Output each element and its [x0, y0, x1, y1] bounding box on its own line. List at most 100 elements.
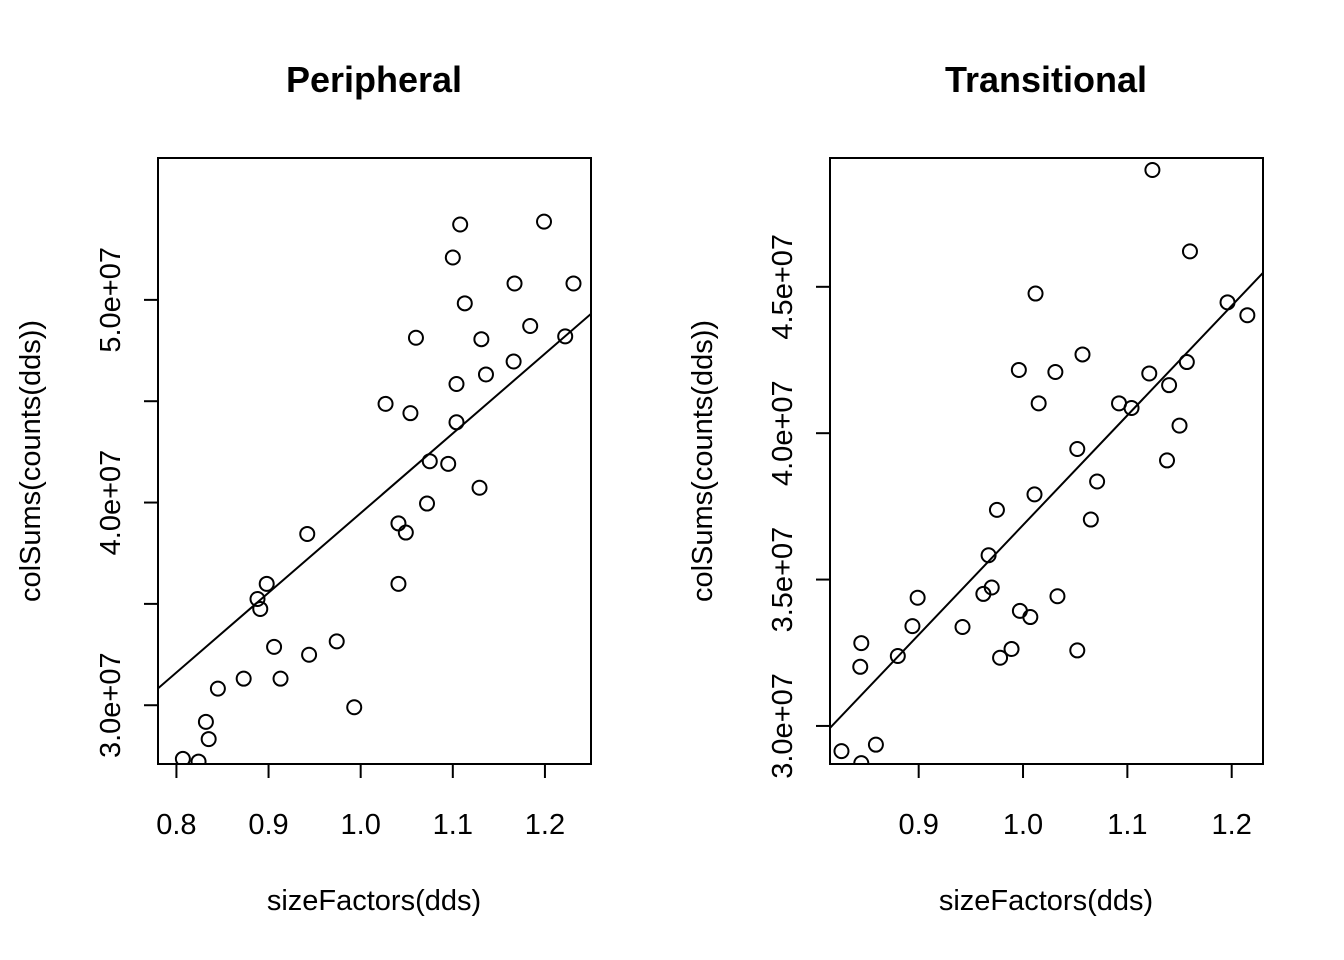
peripheral-data-point: [266, 638, 283, 655]
peripheral-y-tick-label: 5.0e+07: [95, 247, 127, 353]
peripheral-data-point: [209, 680, 226, 697]
peripheral-data-point: [471, 479, 488, 496]
transitional-data-point: [983, 579, 1000, 596]
transitional-y-tick-label: 4.0e+07: [767, 380, 799, 486]
peripheral-data-point: [299, 525, 316, 542]
peripheral-data-point: [522, 318, 539, 335]
peripheral-data-point: [235, 670, 252, 687]
peripheral-data-point: [452, 216, 469, 233]
transitional-data-point: [1141, 365, 1158, 382]
peripheral-y-tick-label: 4.0e+07: [95, 450, 127, 556]
peripheral-plot-frame: [157, 157, 592, 765]
peripheral-data-point: [557, 328, 574, 345]
transitional-data-point: [988, 501, 1005, 518]
transitional-data-point: [852, 658, 869, 675]
transitional-data-point: [909, 589, 926, 606]
transitional-data-point: [1026, 486, 1043, 503]
transitional-data-point: [1027, 285, 1044, 302]
transitional-data-point: [1181, 243, 1198, 260]
peripheral-data-point: [477, 366, 494, 383]
transitional-data-point: [1178, 354, 1195, 371]
peripheral-data-point: [249, 591, 266, 608]
peripheral-title: Peripheral: [286, 59, 462, 100]
peripheral-data-point: [272, 670, 289, 687]
transitional-y-tick-label: 3.5e+07: [767, 527, 799, 633]
transitional-y-tick-label: 3.0e+07: [767, 673, 799, 779]
transitional-x-tick-label: 1.0: [1003, 809, 1043, 841]
peripheral-points: [158, 213, 591, 764]
transitional-data-point: [1089, 473, 1106, 490]
transitional-data-point: [1069, 440, 1086, 457]
peripheral-data-point: [390, 515, 407, 532]
peripheral-data-point: [565, 275, 582, 292]
transitional-data-point: [1030, 395, 1047, 412]
transitional-y-axis: 3.0e+07 3.5e+07 4.0e+07 4.5e+07: [767, 234, 830, 779]
peripheral-panel: Peripheral 0.8 0.9 1.0 1.1 1.2 3.0e+07 4.0e+0…: [15, 59, 592, 917]
transitional-data-point: [1069, 642, 1086, 659]
transitional-data-point: [954, 618, 971, 635]
transitional-data-point: [980, 547, 997, 564]
transitional-x-axis: 0.9 1.0 1.1 1.2: [899, 764, 1252, 841]
peripheral-data-point: [506, 275, 523, 292]
transitional-plot-frame: [829, 157, 1264, 765]
peripheral-data-point: [440, 455, 457, 472]
transitional-data-point: [1219, 294, 1236, 311]
transitional-data-point: [1161, 377, 1178, 394]
transitional-data-point: [1239, 307, 1256, 324]
peripheral-data-point: [402, 405, 419, 422]
peripheral-data-point: [174, 750, 191, 764]
peripheral-x-axis: 0.8 0.9 1.0 1.1 1.2: [156, 764, 565, 841]
peripheral-x-tick-label: 1.2: [525, 809, 565, 841]
transitional-data-point: [1159, 452, 1176, 469]
transitional-data-point: [1074, 346, 1091, 363]
transitional-data-point: [1022, 609, 1039, 626]
transitional-panel: Transitional 0.9 1.0 1.1 1.2 3.0e+07 3.5e+07…: [687, 59, 1264, 917]
peripheral-y-axis-label: colSums(counts(dds)): [15, 320, 47, 602]
peripheral-data-point: [258, 575, 275, 592]
peripheral-data-point: [397, 524, 414, 541]
peripheral-data-point: [346, 699, 363, 716]
peripheral-data-point: [390, 575, 407, 592]
transitional-y-tick-label: 4.5e+07: [767, 234, 799, 340]
transitional-points: [830, 162, 1263, 764]
peripheral-data-point: [301, 646, 318, 663]
peripheral-y-axis: 3.0e+07 4.0e+07 5.0e+07: [95, 247, 158, 758]
peripheral-data-point: [197, 713, 214, 730]
peripheral-x-axis-label: sizeFactors(dds): [267, 885, 481, 917]
peripheral-y-tick-label: 3.0e+07: [95, 652, 127, 758]
transitional-data-point: [853, 635, 870, 652]
transitional-data-point: [1010, 361, 1027, 378]
peripheral-data-point: [473, 331, 490, 348]
peripheral-data-point: [377, 395, 394, 412]
transitional-data-point: [1049, 588, 1066, 605]
peripheral-x-tick-label: 0.9: [248, 809, 288, 841]
transitional-x-axis-label: sizeFactors(dds): [939, 885, 1153, 917]
peripheral-data-point: [448, 375, 465, 392]
peripheral-data-point: [536, 213, 553, 230]
transitional-data-point: [1144, 162, 1161, 179]
peripheral-data-point: [252, 600, 269, 617]
peripheral-data-point: [407, 329, 424, 346]
transitional-data-point: [867, 736, 884, 753]
transitional-data-point: [904, 618, 921, 635]
transitional-data-point: [1011, 602, 1028, 619]
peripheral-data-point: [419, 495, 436, 512]
transitional-data-point: [1082, 511, 1099, 528]
transitional-data-point: [1171, 417, 1188, 434]
transitional-x-tick-label: 0.9: [899, 809, 939, 841]
transitional-y-axis-label: colSums(counts(dds)): [687, 320, 719, 602]
peripheral-data-point: [448, 414, 465, 431]
peripheral-x-tick-label: 1.1: [433, 809, 473, 841]
transitional-data-point: [1123, 400, 1140, 417]
transitional-data-point: [1047, 364, 1064, 381]
transitional-x-tick-label: 1.2: [1212, 809, 1252, 841]
transitional-x-tick-label: 1.1: [1107, 809, 1147, 841]
peripheral-x-tick-label: 0.8: [156, 809, 196, 841]
transitional-data-point: [1003, 640, 1020, 657]
peripheral-data-point: [444, 249, 461, 266]
transitional-regression-line: [830, 272, 1263, 729]
peripheral-data-point: [190, 753, 207, 764]
peripheral-x-tick-label: 1.0: [341, 809, 381, 841]
peripheral-data-point: [505, 353, 522, 370]
